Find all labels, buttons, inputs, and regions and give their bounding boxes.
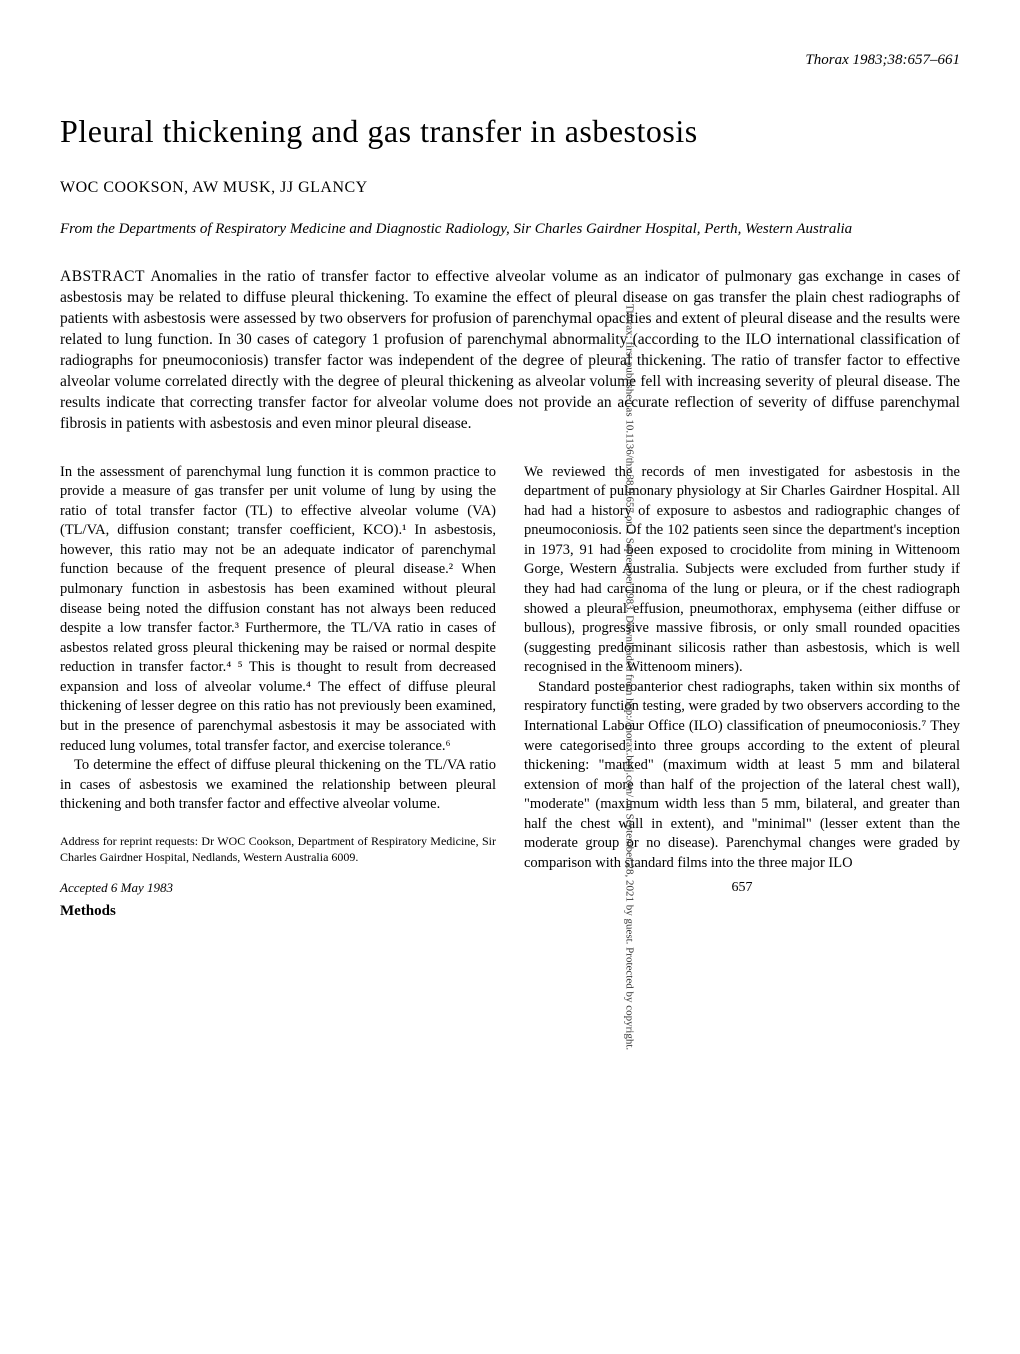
methods-heading: Methods [60, 901, 496, 921]
journal-reference: Thorax 1983;38:657–661 [60, 50, 960, 70]
reprint-address: Address for reprint requests: Dr WOC Coo… [60, 833, 496, 865]
body-columns: In the assessment of parenchymal lung fu… [60, 463, 960, 921]
intro-paragraph-2: To determine the effect of diffuse pleur… [60, 756, 496, 815]
page-number: 657 [524, 879, 960, 898]
accepted-date: Accepted 6 May 1983 [60, 879, 496, 897]
intro-paragraph-1: In the assessment of parenchymal lung fu… [60, 463, 496, 756]
author-names: WOC COOKSON, AW MUSK, JJ GLANCY [60, 177, 960, 199]
abstract-label: ABSTRACT [60, 268, 145, 285]
author-affiliation: From the Departments of Respiratory Medi… [60, 219, 960, 239]
article-title: Pleural thickening and gas transfer in a… [60, 110, 960, 153]
abstract-text: Anomalies in the ratio of transfer facto… [60, 268, 960, 431]
methods-paragraph-2: Standard posteroanterior chest radiograp… [524, 678, 960, 874]
copyright-sidebar: Thorax: first published as 10.1136/thx.3… [621, 304, 636, 1050]
abstract-block: ABSTRACT Anomalies in the ratio of trans… [60, 267, 960, 434]
methods-paragraph-1: We reviewed the records of men investiga… [524, 463, 960, 678]
